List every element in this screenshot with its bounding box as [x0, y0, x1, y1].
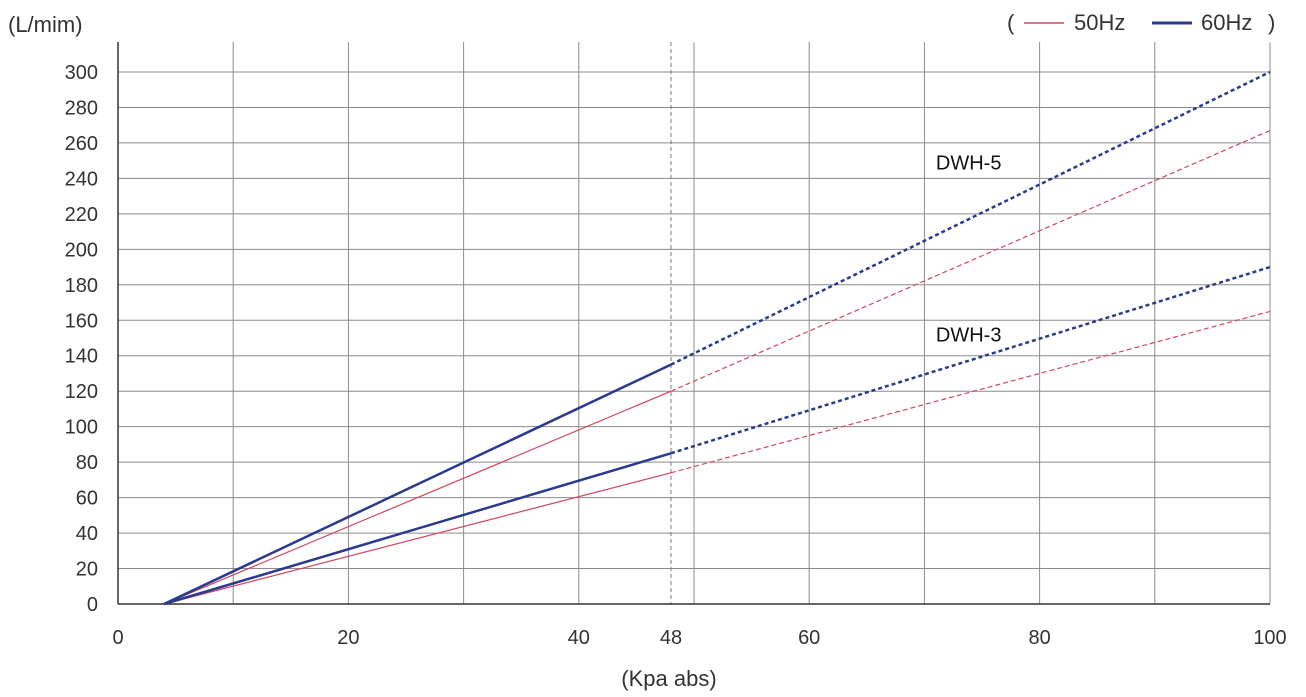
y-tick-label: 300 — [65, 62, 98, 84]
legend-close-paren: ) — [1268, 10, 1275, 35]
legend-label-60hz: 60Hz — [1201, 10, 1252, 35]
y-tick-label: 0 — [87, 594, 98, 616]
series-line-dwh-3-50hz-solid — [163, 472, 672, 605]
y-tick-label: 160 — [65, 310, 98, 332]
x-tick-label: 40 — [568, 627, 590, 649]
series-line-dwh-3-60hz-solid — [163, 452, 672, 606]
axes — [117, 42, 1270, 605]
legend-label-50hz: 50Hz — [1074, 10, 1125, 35]
series-line-dwh-5-50hz-dashed — [670, 129, 1271, 392]
series-annotation: DWH-3 — [936, 325, 1002, 347]
y-tick-label: 220 — [65, 204, 98, 226]
x-tick-label: 100 — [1253, 627, 1286, 649]
tick-labels: 0204060801001201401601802002202402602803… — [65, 62, 1287, 649]
x-tick-label: 20 — [337, 627, 359, 649]
y-tick-label: 120 — [65, 381, 98, 403]
y-tick-label: 260 — [65, 133, 98, 155]
y-tick-label: 60 — [76, 488, 98, 510]
y-tick-label: 200 — [65, 239, 98, 261]
series-lines — [163, 70, 1271, 606]
grid — [118, 42, 1271, 604]
annotations: DWH-5 DWH-3 — [936, 153, 1002, 347]
legend: ( 50Hz 60Hz ) — [1007, 10, 1275, 35]
series-annotation: DWH-5 — [936, 153, 1002, 175]
x-tick-label: 0 — [112, 627, 123, 649]
y-tick-label: 280 — [65, 97, 98, 119]
series-line-dwh-5-50hz-solid — [163, 390, 672, 605]
x-tick-label: 80 — [1028, 627, 1050, 649]
series-line-dwh-5-60hz-solid — [163, 363, 672, 606]
y-tick-label: 80 — [76, 452, 98, 474]
x-axis-title: (Kpa abs) — [621, 666, 716, 691]
legend-open-paren: ( — [1007, 10, 1015, 35]
x-tick-label: 48 — [660, 627, 682, 649]
y-tick-label: 100 — [65, 417, 98, 439]
y-tick-label: 240 — [65, 168, 98, 190]
y-tick-label: 140 — [65, 346, 98, 368]
y-tick-label: 180 — [65, 275, 98, 297]
series-line-dwh-3-60hz-dashed — [670, 265, 1271, 455]
x-tick-label: 60 — [798, 627, 820, 649]
y-axis-title: (L/mim) — [8, 12, 83, 37]
y-tick-label: 40 — [76, 523, 98, 545]
series-line-dwh-5-60hz-dashed — [670, 70, 1271, 366]
series-line-dwh-3-50hz-dashed — [670, 310, 1271, 474]
y-tick-label: 20 — [76, 559, 98, 581]
